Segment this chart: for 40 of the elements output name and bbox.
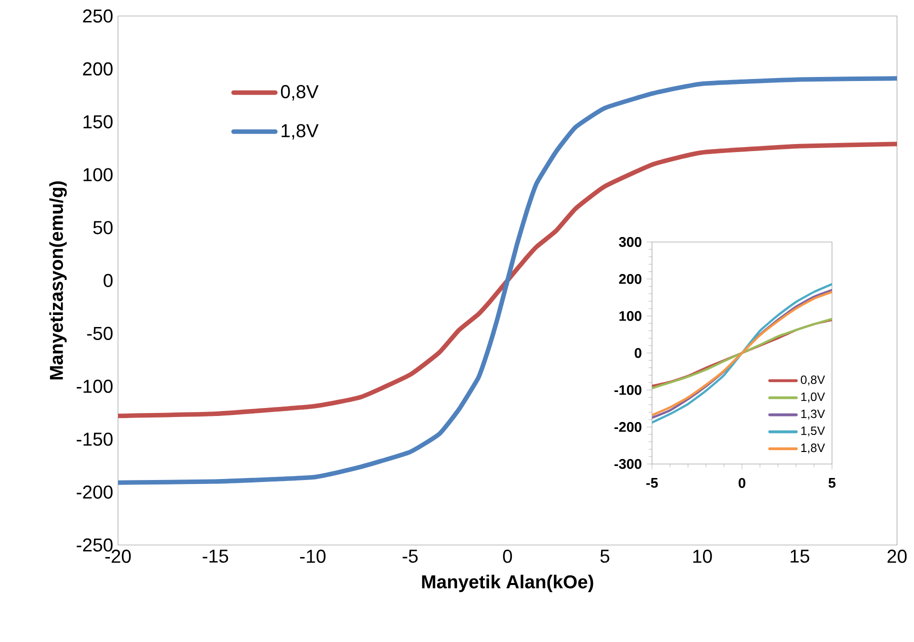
legend-label: 1,8V: [282, 124, 319, 140]
x-tick-label: 15: [790, 550, 810, 563]
x-tick-label: -20: [105, 550, 131, 563]
x-tick-label: 5: [600, 550, 610, 563]
legend-label: 1,0V: [801, 392, 825, 402]
y-tick-label: 100: [619, 311, 642, 321]
x-tick-label: 0: [738, 478, 746, 488]
y-tick-label: -100: [76, 380, 113, 393]
y-tick-label: 300: [618, 237, 642, 247]
y-tick-label: -250: [76, 538, 113, 552]
y-tick-label: 150: [84, 115, 113, 128]
legend-label: 1,8V: [801, 444, 825, 454]
x-tick-label: 0: [503, 550, 512, 563]
x-tick-label: -10: [300, 550, 326, 563]
y-tick-label: -50: [87, 326, 113, 340]
line-series: [118, 142, 897, 418]
y-tick-label: 0: [634, 348, 642, 358]
y-tick-label: 100: [84, 168, 113, 182]
y-tick-label: -300: [614, 459, 642, 469]
legend-label: 1,5V: [801, 426, 825, 436]
y-tick-label: 200: [83, 62, 113, 76]
x-tick-label: 10: [693, 550, 712, 563]
x-tick-label: -5: [646, 478, 658, 488]
y-tick-label: 0: [104, 274, 113, 288]
y-axis-title: Manyetizasyon(emu/g): [49, 181, 67, 380]
y-tick-label: 200: [619, 274, 642, 284]
x-tick-label: -15: [202, 550, 228, 563]
legend-label: 0,8V: [800, 376, 825, 386]
y-tick-label: 50: [93, 220, 113, 234]
y-tick-label: -200: [614, 422, 642, 432]
y-tick-label: -100: [614, 385, 642, 395]
y-tick-label: -200: [76, 485, 113, 499]
legend-label: 0,8V: [280, 85, 319, 100]
x-tick-label: 5: [828, 478, 836, 488]
legend-label: 1,3V: [801, 410, 825, 420]
y-tick-label: -150: [76, 432, 113, 446]
x-tick-label: -5: [402, 550, 418, 563]
y-tick-label: 250: [83, 9, 113, 23]
x-axis-title: Manyetik Alan(kOe): [422, 574, 594, 592]
x-tick-label: 20: [888, 550, 907, 563]
